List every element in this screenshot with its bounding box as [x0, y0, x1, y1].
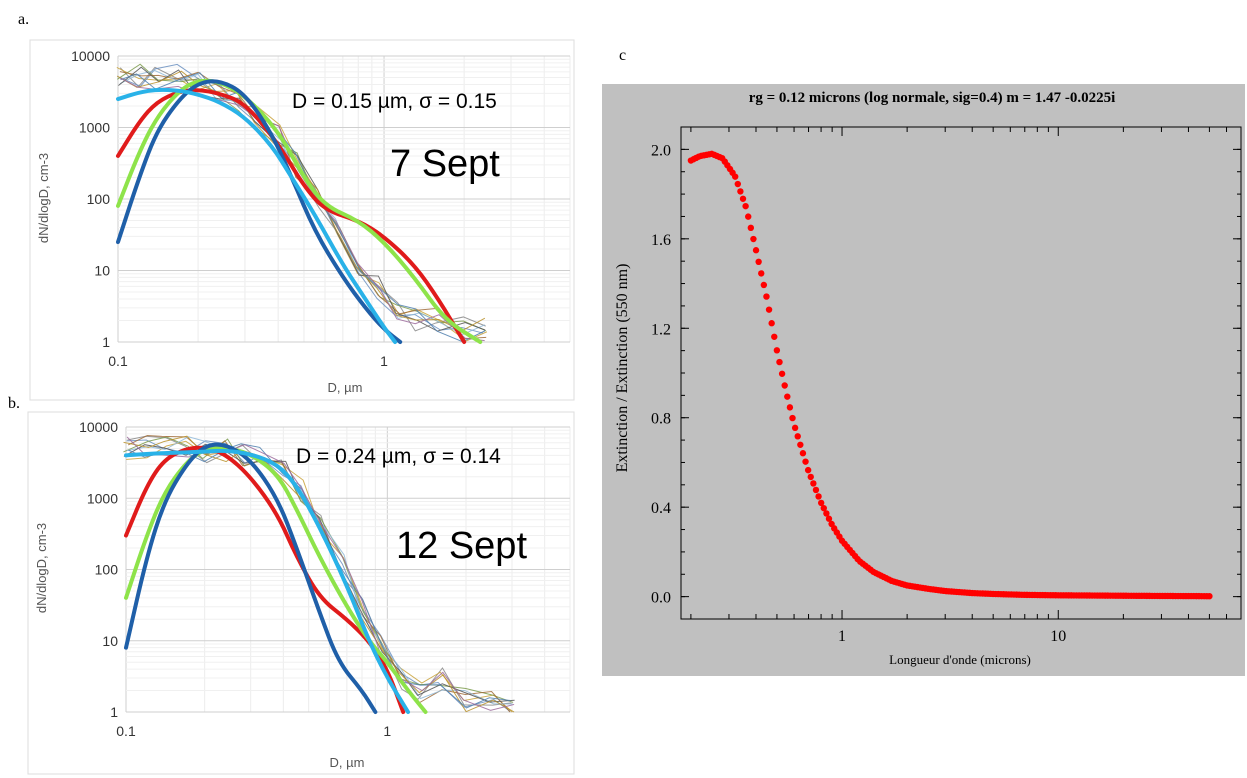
chart-a-grid [117, 55, 571, 343]
data-point [817, 499, 825, 507]
data-point [778, 370, 786, 377]
chart-a-ylabel: dN/dlogD, cm-3 [36, 153, 51, 243]
chart-a-fit-lines [116, 78, 483, 344]
chart-b-ticks: 1 10 100 1000 10000 0.1 1 [79, 419, 391, 739]
y-tick-label: 100 [87, 191, 111, 207]
y-tick-label: 0.0 [651, 590, 671, 607]
fit-line-0 [116, 88, 467, 344]
chart-c-ylabel: Extinction / Extinction (550 nm) [614, 264, 631, 473]
y-tick-label: 10 [94, 263, 110, 279]
data-point [794, 433, 801, 440]
data-point [734, 180, 741, 188]
data-point [815, 493, 822, 500]
data-point [825, 515, 833, 522]
data-point [802, 458, 809, 465]
data-point [747, 224, 755, 232]
data-point [823, 510, 830, 517]
data-point [768, 320, 775, 327]
data-point [752, 247, 760, 254]
chart-b-ylabel: dN/dlogD, cm-3 [34, 523, 49, 613]
data-point [810, 480, 817, 487]
chart-a: 1 10 100 1000 10000 0.1 1 D = 0.15 µm, σ = 0.1… [29, 39, 575, 401]
data-point [755, 258, 762, 266]
chart-b: 1 10 100 1000 10000 0.1 1 D = 0.24 µm, σ = 0.1… [27, 411, 575, 775]
y-tick-label: 100 [95, 562, 119, 578]
data-point [776, 358, 783, 366]
data-point [758, 270, 765, 277]
data-point [765, 306, 773, 313]
fit-line-2 [116, 79, 403, 344]
data-point [781, 382, 788, 389]
y-tick-label: 1 [102, 334, 110, 350]
data-point [731, 173, 739, 180]
x-tick-label: 1 [383, 723, 391, 739]
panel-label-c: c [619, 47, 626, 64]
data-point [797, 441, 804, 448]
y-tick-label: 10000 [79, 419, 118, 435]
chart-a-xlabel: D, µm [328, 380, 363, 395]
data-point [773, 347, 781, 354]
chart-c-ticks: 0.0 0.4 0.8 1.2 1.6 2.0 1 10 [651, 127, 1242, 645]
data-point [760, 281, 768, 289]
data-point [786, 404, 794, 411]
y-tick-label: 1 [110, 704, 118, 720]
data-point [737, 188, 744, 195]
data-point [807, 473, 814, 481]
measured-line [120, 72, 486, 343]
chart-a-params: D = 0.15 µm, σ = 0.15 [292, 90, 497, 113]
data-point [745, 213, 752, 220]
y-tick-label: 0.4 [651, 500, 671, 517]
data-point [771, 333, 778, 340]
data-point [1206, 592, 1213, 600]
chart-a-ticks: 1 10 100 1000 10000 0.1 1 [71, 48, 388, 369]
data-point [784, 393, 791, 400]
data-point [799, 450, 807, 457]
data-point [750, 235, 757, 243]
chart-b-params: D = 0.24 µm, σ = 0.14 [296, 445, 501, 468]
chart-b-grid [125, 426, 571, 713]
chart-c-title: rg = 0.12 microns (log normale, sig=0.4)… [749, 90, 1116, 106]
data-point [739, 195, 747, 202]
y-tick-label: 1.2 [651, 321, 671, 338]
x-tick-label: 1 [380, 353, 388, 369]
data-point [820, 504, 827, 512]
data-point [804, 466, 812, 474]
chart-b-xlabel: D, µm [330, 755, 365, 770]
x-tick-label: 0.1 [108, 353, 128, 369]
chart-c-xlabel: Longueur d'onde (microns) [889, 652, 1031, 667]
data-point [789, 414, 796, 422]
chart-c-points [687, 150, 1213, 600]
panel-label-a: a. [18, 11, 29, 28]
x-tick-label: 0.1 [116, 723, 136, 739]
y-tick-label: 1.6 [651, 232, 671, 249]
data-point [791, 424, 799, 432]
chart-b-date: 12 Sept [396, 525, 527, 567]
y-tick-label: 10 [102, 633, 118, 649]
chart-c-background [602, 84, 1245, 676]
fit-line-0 [124, 445, 406, 714]
fit-line-1 [116, 78, 483, 344]
fit-line-3 [124, 448, 411, 714]
y-tick-label: 2.0 [651, 142, 671, 159]
chart-c: 0.0 0.4 0.8 1.2 1.6 2.0 1 10 rg = 0.12 microns … [602, 84, 1245, 676]
chart-b-border [27, 411, 575, 775]
y-tick-label: 1000 [79, 120, 110, 136]
y-tick-label: 10000 [71, 48, 110, 64]
y-tick-label: 0.8 [651, 411, 671, 428]
data-point [763, 293, 770, 300]
data-point [812, 486, 820, 494]
chart-b-fit-lines [124, 442, 428, 714]
panel-label-b: b. [8, 395, 20, 412]
chart-a-date: 7 Sept [390, 143, 500, 185]
fit-line-3 [116, 87, 398, 344]
measured-line [126, 440, 513, 713]
data-point [742, 202, 749, 210]
x-tick-label: 1 [838, 628, 846, 645]
fit-line-1 [124, 445, 428, 714]
x-tick-label: 10 [1050, 628, 1066, 645]
y-tick-label: 1000 [87, 490, 118, 506]
